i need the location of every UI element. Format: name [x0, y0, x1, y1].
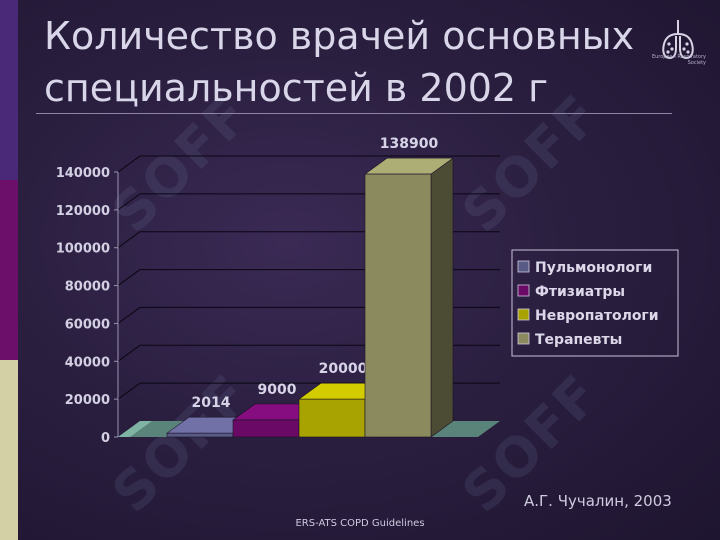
y-tick-label: 140000: [56, 166, 110, 181]
ers-lungs-logo-icon: [662, 20, 694, 60]
y-tick-label: 100000: [56, 242, 110, 257]
title-divider: [36, 113, 672, 114]
bar: [298, 398, 366, 438]
legend-swatch: [517, 260, 530, 273]
gridline-diagonal: [117, 344, 141, 362]
y-tick-label: 80000: [65, 280, 110, 295]
author-citation: А.Г. Чучалин, 2003: [524, 492, 672, 510]
y-tick-label: 120000: [56, 204, 110, 219]
legend-label: Невропатологи: [535, 308, 659, 324]
gridline-diagonal: [117, 231, 141, 249]
slide-title-line2: специальностей в 2002 г: [44, 66, 549, 110]
bar: [232, 419, 300, 438]
gridline-diagonal: [117, 269, 141, 286]
legend-swatch: [517, 332, 530, 345]
legend-label: Фтизиатры: [535, 284, 625, 300]
bar: [364, 173, 432, 438]
legend-swatch: [517, 284, 530, 297]
legend-label: Пульмонологи: [535, 260, 652, 276]
gridline-diagonal: [117, 193, 141, 211]
slide-title: Количество врачей основных специальносте…: [44, 10, 664, 114]
sidebar-band-top: [0, 0, 18, 180]
y-tick-label: 60000: [65, 317, 110, 332]
data-label: 9000: [258, 382, 297, 398]
legend-label: Терапевты: [535, 332, 622, 348]
chart-floor-edge: [118, 421, 152, 437]
bar-side: [430, 157, 454, 438]
ers-logo-caption: European Respiratory Society: [651, 54, 706, 66]
gridline-diagonal: [117, 382, 141, 400]
y-tick-label: 40000: [65, 355, 110, 370]
slide-title-line1: Количество врачей основных: [44, 14, 635, 58]
slide-footer: ERS-ATS COPD Guidelines: [295, 518, 425, 529]
bar: [166, 432, 234, 438]
data-label: 20000: [319, 361, 368, 377]
y-tick-label: 0: [101, 431, 110, 446]
gridline-diagonal: [117, 307, 141, 324]
sidebar-band-middle: [0, 180, 18, 360]
y-tick-label: 20000: [65, 393, 110, 408]
legend-swatch: [517, 308, 530, 321]
sidebar-band-bottom: [0, 360, 18, 540]
gridline-diagonal: [117, 155, 141, 173]
data-label: 2014: [192, 395, 231, 411]
data-label: 138900: [380, 136, 439, 152]
legend-box: [511, 249, 679, 357]
